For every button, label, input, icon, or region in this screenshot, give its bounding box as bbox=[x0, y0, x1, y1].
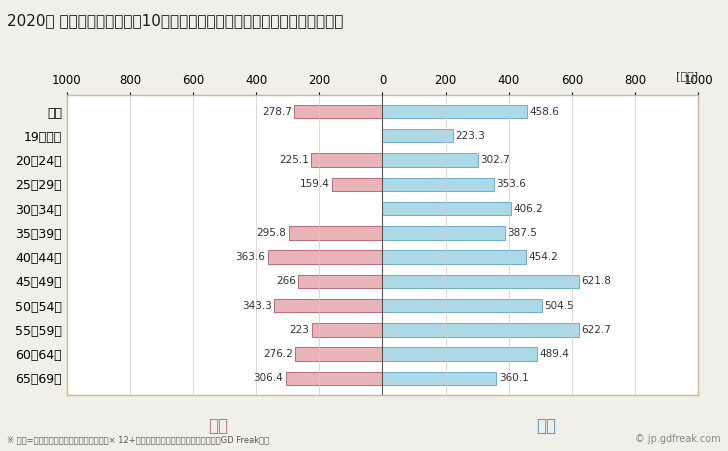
Bar bbox=[289, 226, 382, 239]
Text: © jp.gdfreak.com: © jp.gdfreak.com bbox=[635, 434, 721, 444]
Bar bbox=[298, 275, 382, 288]
Bar bbox=[382, 323, 579, 336]
Text: 302.7: 302.7 bbox=[480, 155, 510, 165]
Bar bbox=[285, 372, 382, 385]
Text: 223.3: 223.3 bbox=[456, 131, 486, 141]
Bar bbox=[294, 105, 382, 118]
Text: 276.2: 276.2 bbox=[263, 349, 293, 359]
Bar bbox=[382, 226, 505, 239]
Bar bbox=[332, 178, 382, 191]
Text: 266: 266 bbox=[276, 276, 296, 286]
Text: 504.5: 504.5 bbox=[545, 301, 574, 311]
Bar bbox=[382, 250, 526, 264]
Text: 458.6: 458.6 bbox=[530, 106, 560, 116]
Text: 2020年 民間企業（従業者数10人以上）フルタイム労働者の男女別平均年収: 2020年 民間企業（従業者数10人以上）フルタイム労働者の男女別平均年収 bbox=[7, 14, 344, 28]
Bar bbox=[296, 347, 382, 361]
Text: ※ 年収=「きまって支給する現金給与額」× 12+「年間賞与その他特別給与額」としてGD Freak推計: ※ 年収=「きまって支給する現金給与額」× 12+「年間賞与その他特別給与額」と… bbox=[7, 435, 269, 444]
Bar bbox=[312, 323, 382, 336]
Bar bbox=[382, 129, 453, 143]
Text: 225.1: 225.1 bbox=[279, 155, 309, 165]
Bar bbox=[382, 299, 542, 312]
Text: 360.1: 360.1 bbox=[499, 373, 529, 383]
Bar bbox=[312, 153, 382, 167]
Bar bbox=[382, 202, 511, 215]
Text: 306.4: 306.4 bbox=[253, 373, 283, 383]
Text: 159.4: 159.4 bbox=[300, 179, 330, 189]
Bar bbox=[382, 178, 494, 191]
Text: 男性: 男性 bbox=[536, 417, 556, 435]
Text: [万円]: [万円] bbox=[676, 71, 698, 81]
Text: 622.7: 622.7 bbox=[582, 325, 612, 335]
Bar bbox=[382, 153, 478, 167]
Text: 343.3: 343.3 bbox=[242, 301, 272, 311]
Bar bbox=[382, 105, 527, 118]
Text: 387.5: 387.5 bbox=[507, 228, 537, 238]
Bar bbox=[382, 347, 537, 361]
Bar bbox=[382, 275, 579, 288]
Bar bbox=[268, 250, 382, 264]
Bar bbox=[274, 299, 382, 312]
Text: 女性: 女性 bbox=[208, 417, 229, 435]
Text: 406.2: 406.2 bbox=[513, 203, 543, 214]
Text: 621.8: 621.8 bbox=[581, 276, 612, 286]
Text: 223: 223 bbox=[290, 325, 309, 335]
Bar bbox=[382, 372, 496, 385]
Text: 454.2: 454.2 bbox=[529, 252, 558, 262]
Text: 278.7: 278.7 bbox=[262, 106, 292, 116]
Text: 363.6: 363.6 bbox=[235, 252, 265, 262]
Text: 353.6: 353.6 bbox=[496, 179, 526, 189]
Text: 489.4: 489.4 bbox=[539, 349, 569, 359]
Text: 295.8: 295.8 bbox=[257, 228, 287, 238]
